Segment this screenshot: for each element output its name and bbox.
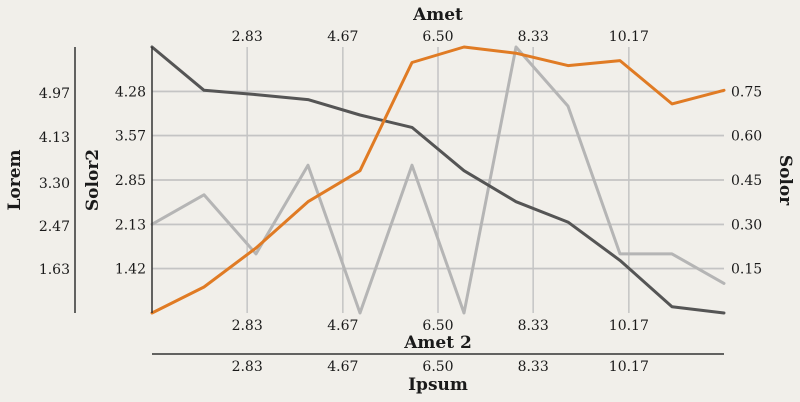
x-top-tick-label-0: 2.83 xyxy=(232,29,263,45)
x-top-tick-label-2: 6.50 xyxy=(422,29,453,45)
y-outer-tick-label-3: 4.13 xyxy=(39,130,70,146)
series-line-0 xyxy=(150,45,726,315)
series-line-1 xyxy=(150,45,726,315)
x-outer-tick-label-1: 4.67 xyxy=(327,359,358,375)
y-right-tick-label-4: 0.75 xyxy=(731,84,762,100)
y-right-tick-label-2: 0.45 xyxy=(731,173,762,189)
x-top-tick-label-3: 8.33 xyxy=(518,29,549,45)
x-outer-tick-label-3: 8.33 xyxy=(518,359,549,375)
x-top-tick-label-1: 4.67 xyxy=(327,29,358,45)
x-top-tick-label-4: 10.17 xyxy=(609,29,649,45)
y-left-tick-label-4: 4.28 xyxy=(115,85,146,101)
y-right-tick-label-1: 0.30 xyxy=(731,217,762,233)
x-outer-axis-title: Ipsum xyxy=(408,375,468,395)
x-bottom-tick-label-1: 4.67 xyxy=(327,318,358,334)
x-bottom-axis-title: Amet 2 xyxy=(403,333,472,353)
x-bottom-tick-label-2: 6.50 xyxy=(422,318,453,334)
y-right-tick-label-0: 0.15 xyxy=(731,262,762,278)
y-outer-tick-label-0: 1.63 xyxy=(39,262,70,278)
y-outer-tick-label-2: 3.30 xyxy=(39,176,70,192)
x-bottom-tick-label-3: 8.33 xyxy=(518,318,549,334)
y-right-tick-label-3: 0.60 xyxy=(731,129,762,145)
y-outer-tick-label-4: 4.97 xyxy=(39,86,70,102)
y-left-tick-label-3: 3.57 xyxy=(115,128,146,144)
y-left-tick-label-1: 2.13 xyxy=(115,218,146,234)
y-left-tick-label-2: 2.85 xyxy=(115,173,146,189)
x-top-axis-title: Amet xyxy=(412,5,463,25)
x-outer-tick-label-2: 6.50 xyxy=(422,359,453,375)
y-outer-axis-title: Lorem xyxy=(5,149,25,210)
x-bottom-tick-label-0: 2.83 xyxy=(232,318,263,334)
x-outer-tick-label-4: 10.17 xyxy=(609,359,649,375)
y-left-axis-title: Solor2 xyxy=(83,149,103,211)
x-outer-tick-label-0: 2.83 xyxy=(232,359,263,375)
y-outer-tick-label-1: 2.47 xyxy=(39,219,70,235)
series-line-2 xyxy=(150,45,726,315)
labels-group: 2.83 4.67 6.50 8.33 10.17 Amet 2.83 4.67 6.50 8.3… xyxy=(5,5,795,395)
series-group xyxy=(150,45,726,315)
y-right-axis-title: Solor xyxy=(775,155,795,206)
axes-group xyxy=(74,47,724,355)
x-bottom-tick-label-4: 10.17 xyxy=(609,318,649,334)
y-left-tick-label-0: 1.42 xyxy=(115,261,146,277)
